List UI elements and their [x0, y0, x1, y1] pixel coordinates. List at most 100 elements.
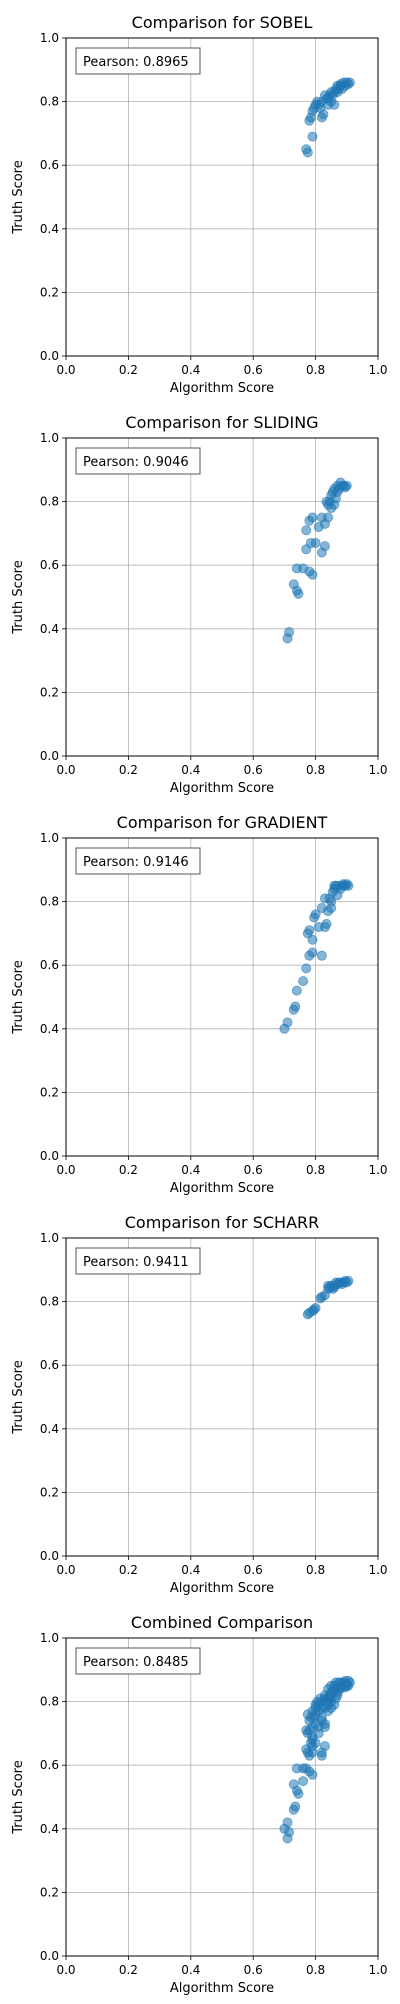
pearson-box — [75, 47, 201, 75]
data-point — [316, 950, 327, 961]
y-axis-label: Truth Score — [11, 160, 26, 235]
data-point — [307, 131, 318, 142]
data-point — [293, 588, 304, 599]
x-tick-label: 0.0 — [56, 1563, 75, 1577]
pearson-annotation: Pearson: 0.8965 — [83, 55, 189, 70]
y-tick-label: 1.0 — [40, 831, 59, 845]
x-tick-label: 0.2 — [119, 363, 138, 377]
chart-panel: Comparison for GRADIENT 0.0 0.2 0.4 0.6 0.8 1.… — [0, 800, 400, 1200]
plot-frame — [65, 37, 379, 357]
data-point — [302, 147, 313, 158]
data-point — [343, 880, 354, 891]
data-point — [307, 1741, 318, 1752]
y-axis-label: Truth Score — [11, 560, 26, 635]
data-point — [319, 893, 330, 904]
data-point — [304, 925, 315, 936]
pearson-annotation: Pearson: 0.9411 — [83, 1255, 189, 1270]
x-tick-label: 0.0 — [56, 763, 75, 777]
x-tick-label: 0.0 — [56, 363, 75, 377]
data-point — [307, 569, 318, 580]
x-tick-label: 0.8 — [306, 1963, 325, 1977]
data-point — [291, 985, 302, 996]
chart-panel: Comparison for SOBEL 0.0 0.2 0.4 0.6 0.8 1.0 0.… — [0, 0, 400, 400]
x-tick-label: 0.8 — [306, 1563, 325, 1577]
data-point — [307, 1769, 318, 1780]
y-tick-label: 0.6 — [40, 1358, 59, 1372]
y-tick-label: 0.2 — [40, 1085, 59, 1099]
data-point — [298, 1776, 309, 1787]
chart-panel: Comparison for SLIDING 0.0 0.2 0.4 0.6 0.8 1.0… — [0, 400, 400, 800]
data-point — [310, 537, 321, 548]
x-tick-label: 0.6 — [244, 363, 263, 377]
x-tick-label: 0.4 — [181, 763, 200, 777]
data-point — [319, 541, 330, 552]
plot-frame — [65, 1237, 379, 1557]
data-point — [301, 963, 312, 974]
data-point — [329, 880, 340, 891]
data-point — [344, 77, 355, 88]
data-point — [341, 480, 352, 491]
x-tick-label: 1.0 — [368, 1163, 387, 1177]
data-point — [344, 1677, 355, 1688]
y-tick-label: 0.2 — [40, 1485, 59, 1499]
plot-frame — [65, 1637, 379, 1957]
data-point — [301, 525, 312, 536]
data-point — [318, 109, 329, 120]
x-axis-label: Algorithm Score — [170, 1581, 274, 1596]
pearson-box — [75, 1247, 201, 1275]
data-point — [298, 976, 309, 987]
y-axis-label: Truth Score — [11, 1760, 26, 1835]
data-point — [282, 1817, 293, 1828]
data-point — [293, 1788, 304, 1799]
y-axis-label: Truth Score — [11, 960, 26, 1035]
data-point — [290, 1001, 301, 1012]
y-tick-label: 1.0 — [40, 1631, 59, 1645]
y-tick-label: 0.2 — [40, 1885, 59, 1899]
y-tick-label: 0.0 — [40, 1949, 59, 1963]
y-tick-label: 0.2 — [40, 285, 59, 299]
x-tick-label: 0.8 — [306, 363, 325, 377]
x-tick-label: 1.0 — [368, 1563, 387, 1577]
x-tick-label: 0.2 — [119, 1963, 138, 1977]
y-tick-label: 0.4 — [40, 622, 59, 636]
y-tick-label: 1.0 — [40, 1231, 59, 1245]
y-axis-label: Truth Score — [11, 1360, 26, 1435]
x-tick-label: 0.0 — [56, 1963, 75, 1977]
chart-panel: Combined Comparison 0.0 0.2 0.4 0.6 0.8 1.0 0.0… — [0, 1600, 400, 2000]
x-tick-label: 0.4 — [181, 1163, 200, 1177]
data-point — [326, 902, 337, 913]
data-point — [321, 918, 332, 929]
scatter-chart: Comparison for GRADIENT 0.0 0.2 0.4 0.6 0.8 1.… — [11, 813, 388, 1196]
x-tick-label: 0.0 — [56, 1163, 75, 1177]
x-tick-label: 0.6 — [244, 1963, 263, 1977]
x-tick-label: 0.6 — [244, 1163, 263, 1177]
y-tick-label: 0.4 — [40, 1422, 59, 1436]
y-tick-label: 0.8 — [40, 1695, 59, 1709]
x-tick-label: 1.0 — [368, 363, 387, 377]
data-point — [319, 1702, 330, 1713]
scatter-chart: Comparison for SLIDING 0.0 0.2 0.4 0.6 0.8 1.0… — [11, 413, 388, 796]
y-tick-label: 0.2 — [40, 685, 59, 699]
pearson-annotation: Pearson: 0.9146 — [83, 855, 189, 870]
x-tick-label: 0.6 — [244, 1563, 263, 1577]
x-tick-label: 1.0 — [368, 763, 387, 777]
y-tick-label: 0.6 — [40, 1758, 59, 1772]
y-tick-label: 0.8 — [40, 895, 59, 909]
data-point — [329, 1282, 340, 1293]
x-tick-label: 0.2 — [119, 1163, 138, 1177]
x-tick-label: 0.6 — [244, 763, 263, 777]
y-tick-label: 0.8 — [40, 95, 59, 109]
x-tick-label: 0.4 — [181, 363, 200, 377]
data-point — [284, 626, 295, 637]
y-tick-label: 0.0 — [40, 1549, 59, 1563]
data-point — [343, 1275, 354, 1286]
y-tick-label: 0.6 — [40, 158, 59, 172]
y-tick-label: 0.8 — [40, 495, 59, 509]
chart-title: Comparison for SLIDING — [125, 413, 318, 432]
x-axis-label: Algorithm Score — [170, 381, 274, 396]
data-point — [335, 79, 346, 90]
x-tick-label: 0.2 — [119, 763, 138, 777]
y-tick-label: 0.0 — [40, 1149, 59, 1163]
data-point — [284, 1826, 295, 1837]
